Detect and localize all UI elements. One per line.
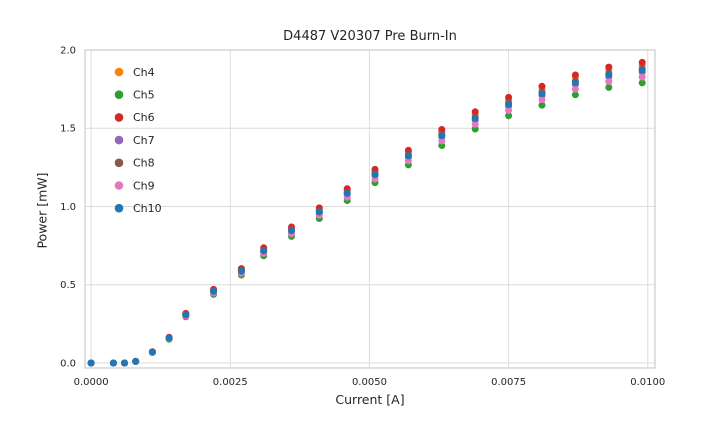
data-point-ch9	[538, 96, 546, 104]
legend-marker-ch5	[114, 90, 124, 99]
data-point-ch10	[404, 152, 412, 160]
plot-area	[85, 50, 655, 368]
data-point-ch10	[315, 208, 323, 216]
data-point-ch10	[605, 71, 613, 79]
data-point-ch10	[121, 359, 128, 367]
data-point-ch5	[471, 125, 479, 133]
legend-label-ch4: Ch4	[133, 66, 155, 79]
data-point-ch10	[237, 267, 245, 275]
legend-label-ch5: Ch5	[133, 89, 155, 102]
data-point-ch10	[571, 79, 579, 87]
legend: Ch4 Ch5 Ch6 Ch7 Ch8 Ch9 Ch10	[114, 66, 162, 215]
data-point-ch6	[538, 82, 546, 90]
data-point-ch6	[471, 108, 479, 116]
legend-label-ch7: Ch7	[133, 134, 155, 147]
data-point-ch9	[471, 120, 479, 128]
data-point-ch6	[438, 126, 446, 133]
data-point-ch10	[132, 357, 140, 365]
data-point-ch10	[438, 132, 446, 140]
x-tick-label: 0.0000	[74, 377, 109, 388]
data-point-ch9	[505, 106, 513, 114]
legend-marker-ch6	[114, 113, 124, 122]
data-point-ch10	[109, 359, 117, 367]
data-point-ch10	[182, 311, 190, 319]
data-point-ch10	[638, 66, 646, 74]
y-tick-label: 1.5	[60, 124, 76, 135]
legend-label-ch10: Ch10	[133, 202, 162, 215]
x-tick-label: 0.0025	[213, 377, 248, 388]
data-point-ch5	[505, 112, 513, 120]
data-point-ch9	[571, 85, 579, 93]
data-point-ch10	[210, 287, 218, 295]
data-point-ch6	[605, 63, 613, 71]
data-point-ch10	[165, 334, 173, 342]
data-point-ch6	[505, 93, 513, 101]
series-ch10	[87, 66, 646, 367]
data-point-ch9	[638, 73, 646, 81]
legend-marker-ch10	[114, 203, 124, 213]
data-point-ch10	[538, 90, 546, 98]
x-tick-label: 0.0075	[491, 377, 526, 388]
y-tick-label: 1.0	[60, 202, 76, 213]
chart-title: D4487 V20307 Pre Burn-In	[283, 29, 457, 44]
data-point-ch10	[87, 359, 95, 367]
legend-marker-ch7	[114, 135, 124, 145]
data-point-ch10	[505, 101, 513, 108]
data-point-ch5	[538, 101, 546, 109]
x-axis-label: Current [A]	[335, 392, 405, 407]
legend-marker-ch8	[114, 158, 124, 168]
x-tick-label: 0.0100	[630, 377, 665, 388]
data-point-ch9	[605, 78, 613, 86]
legend-label-ch8: Ch8	[133, 157, 155, 170]
data-point-ch9	[438, 137, 446, 145]
data-point-ch10	[260, 247, 268, 255]
data-point-ch10	[471, 115, 479, 122]
y-tick-label: 0.5	[60, 280, 76, 291]
y-tick-label: 2.0	[60, 46, 76, 57]
y-axis-label: Power [mW]	[34, 172, 50, 249]
legend-label-ch9: Ch9	[133, 179, 155, 192]
y-tick-label: 0.0	[60, 358, 76, 369]
legend-marker-ch9	[114, 181, 124, 190]
data-point-ch10	[343, 189, 351, 197]
data-point-ch10	[371, 171, 379, 179]
data-point-ch6	[638, 58, 646, 66]
data-point-ch5	[605, 83, 613, 91]
data-point-ch5	[571, 91, 579, 99]
data-point-ch10	[288, 227, 295, 235]
x-tick-label: 0.0050	[352, 377, 387, 388]
legend-label-ch6: Ch6	[133, 111, 155, 124]
data-point-ch5	[638, 79, 646, 87]
data-point-ch10	[148, 348, 156, 356]
plot-border	[84, 49, 656, 369]
data-point-ch6	[571, 71, 579, 79]
legend-marker-ch4	[114, 67, 124, 77]
